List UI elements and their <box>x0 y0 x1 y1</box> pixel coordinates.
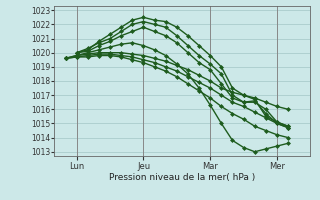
X-axis label: Pression niveau de la mer( hPa ): Pression niveau de la mer( hPa ) <box>109 173 256 182</box>
